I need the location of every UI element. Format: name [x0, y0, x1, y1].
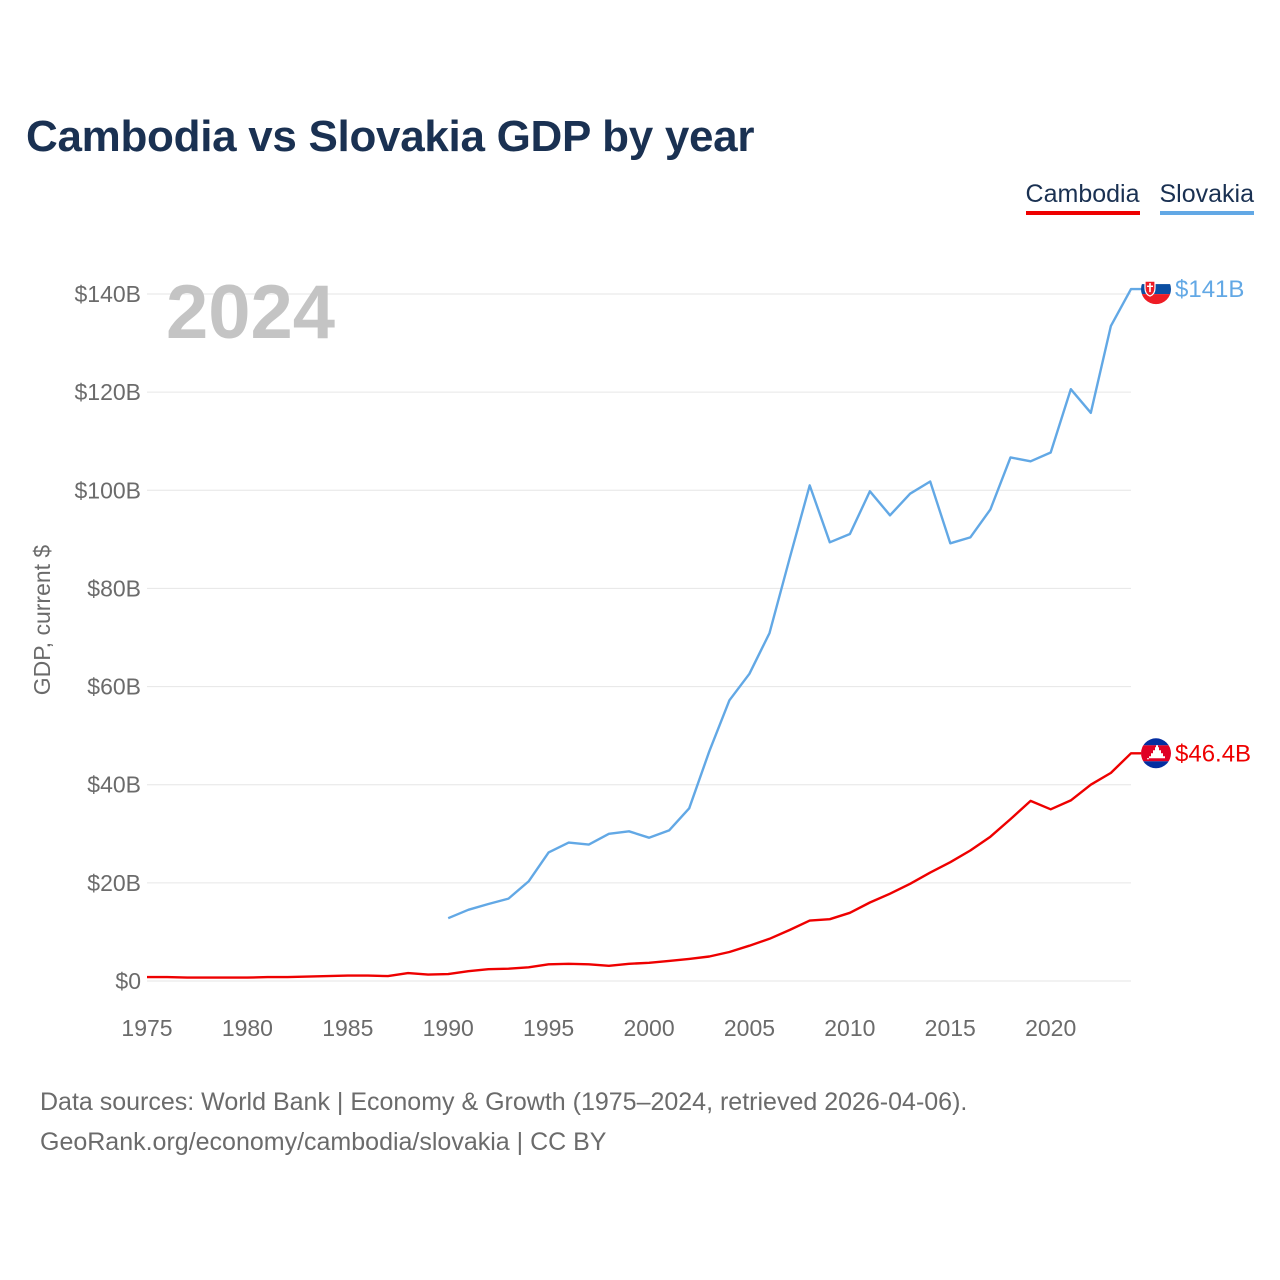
x-tick-label: 1995 — [523, 1015, 574, 1041]
legend-item-slovakia[interactable]: Slovakia — [1159, 180, 1254, 215]
year-watermark: 2024 — [166, 270, 335, 355]
cambodia-flag-icon — [1141, 738, 1171, 769]
gdp-line-chart: $0$20B$40B$60B$80B$100B$120B$140B 1975 19… — [29, 270, 1251, 1041]
x-axis-ticks: 1975 1980 1985 1990 1995 2000 2005 2010 2015 2020 — [121, 1015, 1076, 1041]
end-label-slovakia: $141B — [1175, 276, 1244, 303]
y-tick-label: $60B — [87, 674, 141, 700]
y-tick-label: $120B — [74, 379, 141, 405]
series-line-slovakia[interactable] — [447, 287, 1141, 920]
x-tick-label: 2005 — [724, 1015, 775, 1041]
x-tick-label: 2000 — [623, 1015, 674, 1041]
chart-title: Cambodia vs Slovakia GDP by year — [26, 112, 755, 161]
slovakia-flag-icon — [1141, 274, 1171, 305]
x-tick-label: 2015 — [925, 1015, 976, 1041]
x-tick-label: 1985 — [322, 1015, 373, 1041]
end-markers: $46.4B $141B — [1141, 274, 1251, 769]
legend: Cambodia Slovakia — [1025, 180, 1254, 215]
footer-url[interactable]: GeoRank.org/economy/cambodia/slovakia | … — [40, 1128, 607, 1156]
y-axis-label: GDP, current $ — [29, 545, 55, 696]
footer: Data sources: World Bank | Economy & Gro… — [40, 1082, 967, 1162]
x-tick-label: 1990 — [423, 1015, 474, 1041]
footer-source: Data sources: World Bank | Economy & Gro… — [40, 1088, 968, 1116]
x-tick-label: 2020 — [1025, 1015, 1076, 1041]
y-tick-label: $80B — [87, 575, 141, 601]
y-tick-label: $140B — [74, 281, 141, 307]
x-tick-label: 1980 — [222, 1015, 273, 1041]
grid-lines — [147, 293, 1131, 982]
series-lines — [147, 287, 1141, 979]
y-tick-label: $40B — [87, 772, 141, 798]
end-label-cambodia: $46.4B — [1175, 740, 1251, 767]
series-line-cambodia[interactable] — [147, 752, 1141, 979]
y-tick-label: $0 — [115, 968, 141, 994]
y-tick-label: $100B — [74, 477, 141, 503]
y-tick-label: $20B — [87, 870, 141, 896]
x-tick-label: 1975 — [121, 1015, 172, 1041]
legend-item-cambodia[interactable]: Cambodia — [1025, 180, 1140, 215]
x-tick-label: 2010 — [824, 1015, 875, 1041]
y-axis-ticks: $0 $20B $40B $60B $80B $100B $120B $140B — [74, 281, 141, 994]
